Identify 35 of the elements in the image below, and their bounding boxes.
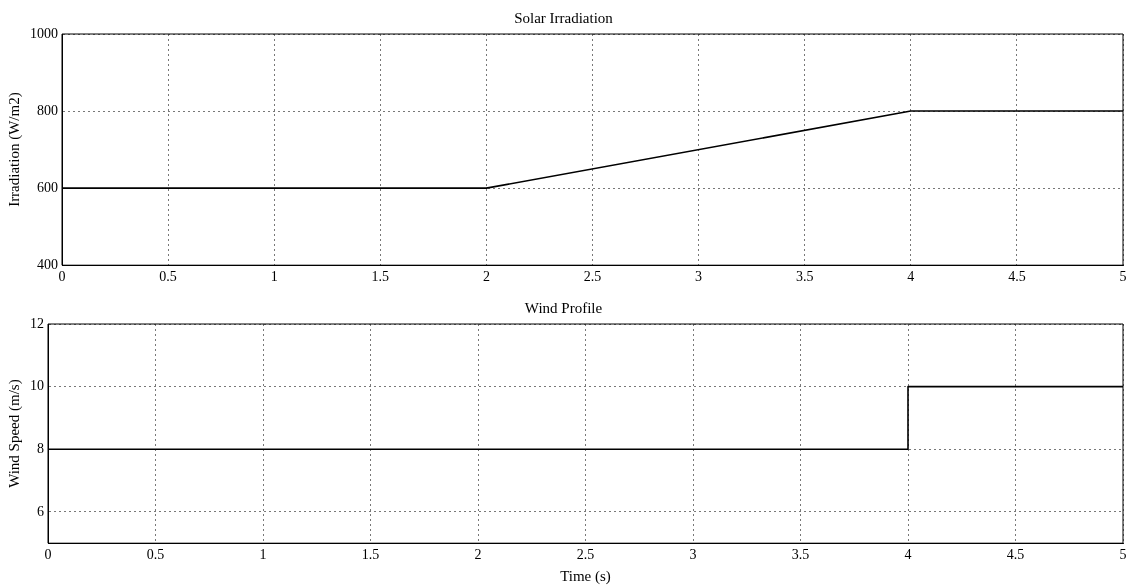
x-tick-label: 4 (907, 269, 915, 285)
x-axis-title: Time (s) (560, 567, 611, 585)
x-tick-label: 4 (904, 547, 912, 563)
x-tick-label: 2 (482, 269, 490, 285)
chart-title: Wind Profile (524, 299, 603, 316)
x-tick-label: 2.5 (583, 269, 602, 285)
x-tick-label: 3 (695, 269, 703, 285)
x-tick-label: 4.5 (1006, 547, 1025, 563)
x-tick-label: 1.5 (361, 547, 380, 563)
x-tick-label: 2 (474, 547, 482, 563)
x-tick-label: 0 (58, 269, 66, 285)
x-tick-label: 1 (259, 547, 267, 563)
x-tick-label: 3.5 (795, 269, 814, 285)
y-tick-label: 1000 (30, 25, 58, 41)
y-tick-label: 10 (30, 378, 44, 394)
y-tick-label: 800 (37, 102, 58, 118)
x-tick-label: 1.5 (371, 269, 390, 285)
x-tick-label: 3.5 (791, 547, 810, 563)
x-tick-label: 0.5 (159, 269, 177, 285)
x-tick-label: 0 (44, 547, 52, 563)
x-tick-label: 3 (689, 547, 697, 563)
x-tick-label: 2.5 (576, 547, 595, 563)
y-axis-title: Irradiation (W/m2) (5, 92, 23, 207)
x-tick-label: 0.5 (146, 547, 165, 563)
x-tick-label: 5 (1119, 269, 1127, 285)
x-tick-label: 1 (270, 269, 278, 285)
y-tick-label: 6 (37, 503, 44, 519)
y-tick-label: 8 (37, 440, 44, 456)
y-tick-label: 600 (37, 179, 58, 195)
x-tick-label: 4.5 (1008, 269, 1026, 285)
y-axis-title: Wind Speed (m/s) (5, 379, 23, 488)
chart-title: Solar Irradiation (514, 9, 614, 26)
x-tick-label: 5 (1119, 547, 1127, 563)
y-tick-label: 12 (30, 315, 44, 331)
y-tick-label: 400 (37, 256, 58, 272)
